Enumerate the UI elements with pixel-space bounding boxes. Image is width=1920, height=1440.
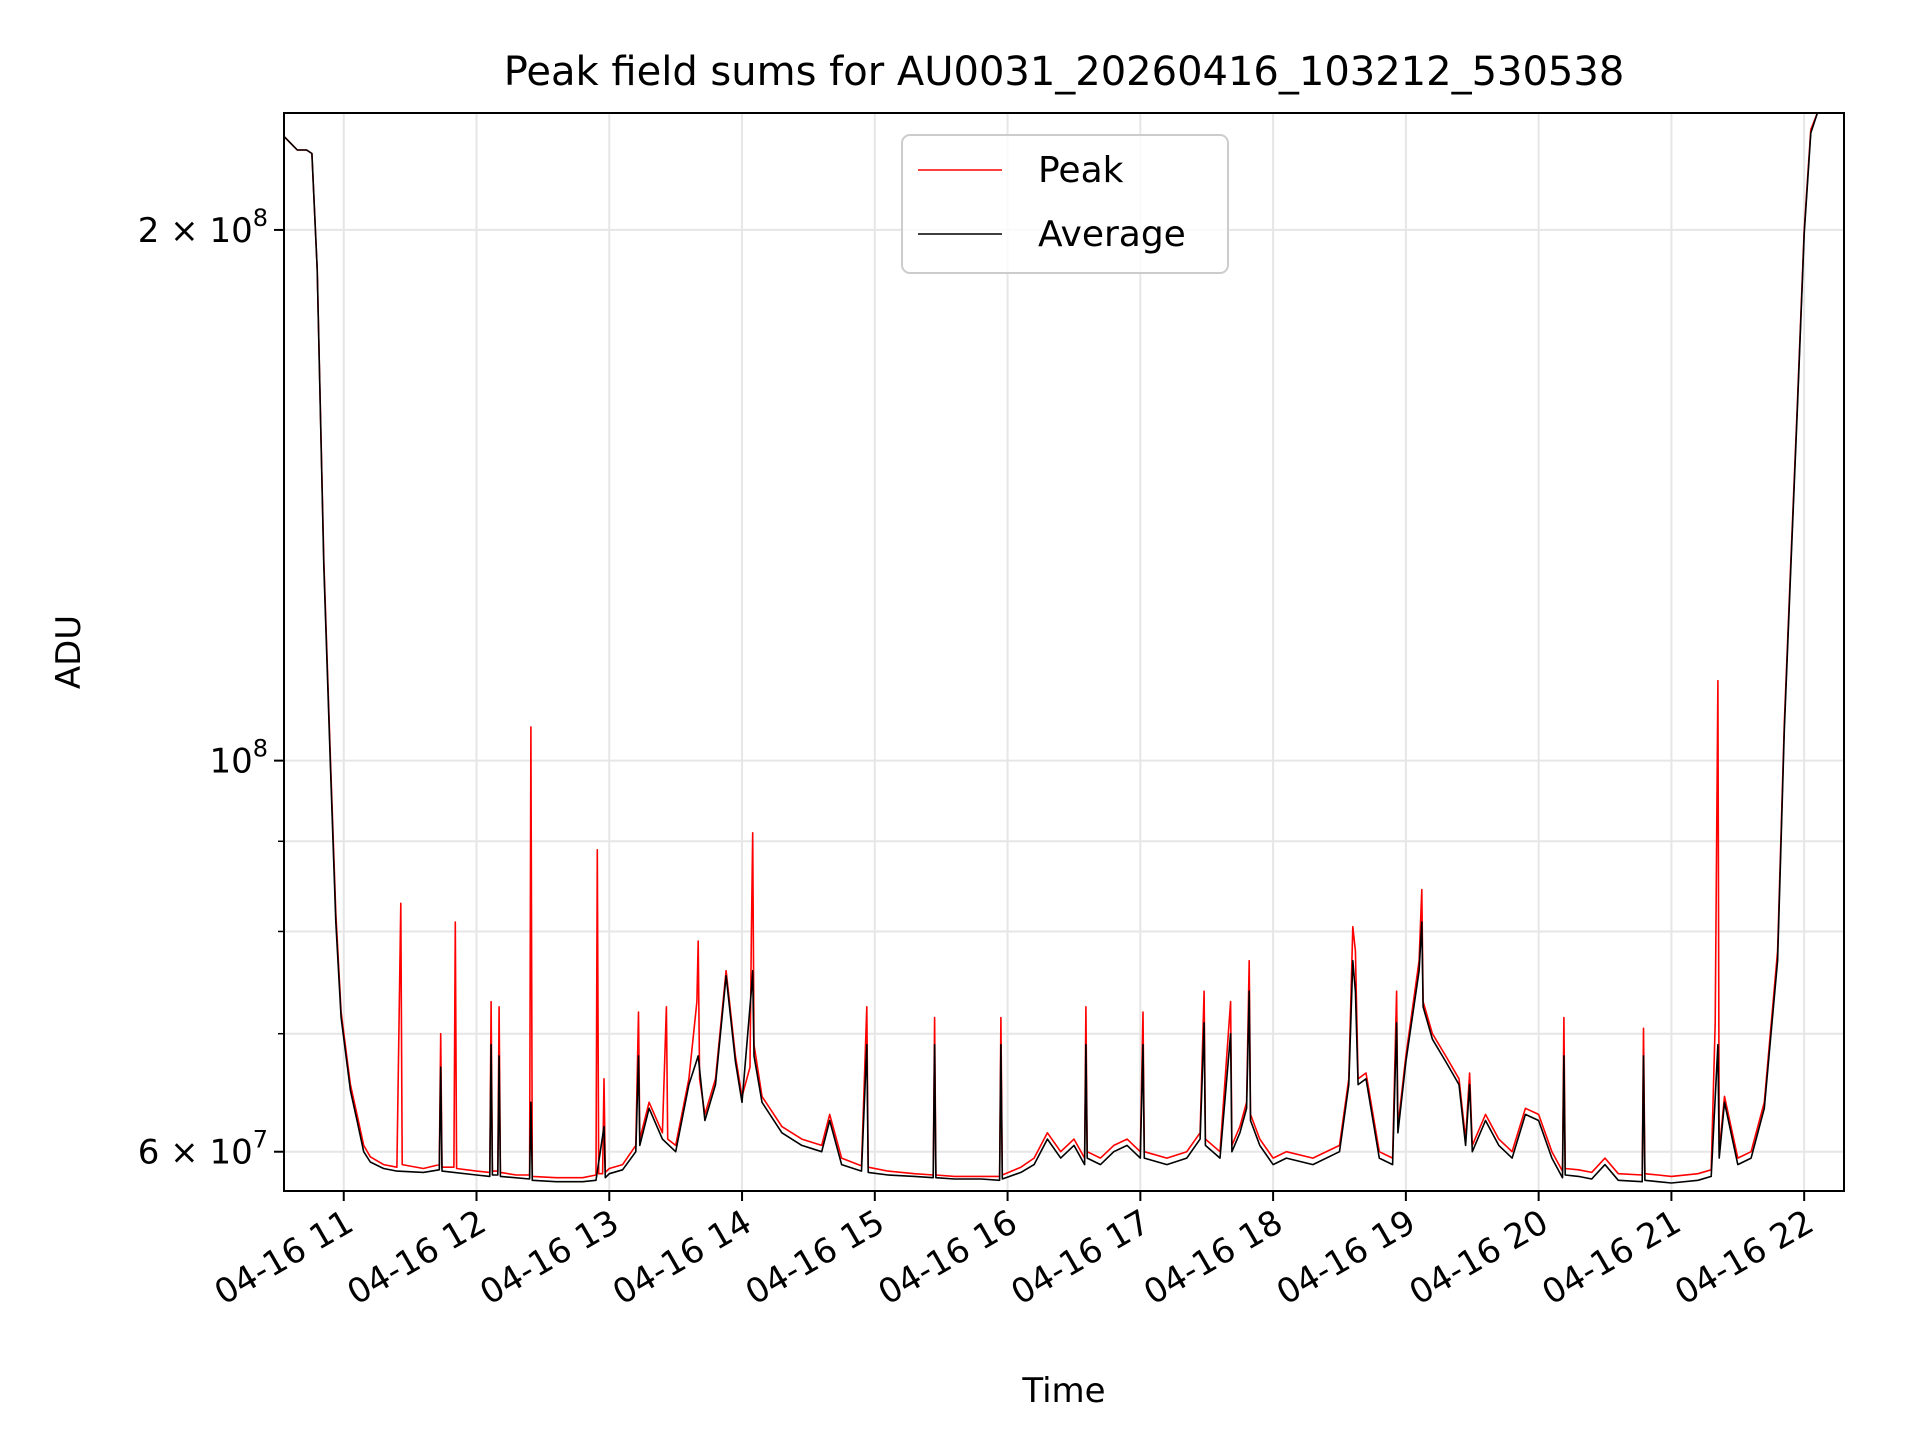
x-axis-label: Time [1021, 1371, 1105, 1411]
chart-title: Peak field sums for AU0031_20260416_1032… [504, 49, 1625, 95]
grid [284, 113, 1844, 1191]
series-line-average [284, 113, 1819, 1184]
plot-frame [283, 112, 1845, 1192]
legend-label-average: Average [1038, 214, 1186, 255]
y-tick-exponent: 7 [253, 1126, 268, 1154]
y-tick-base: 2 × 10 [138, 211, 253, 251]
y-tick-base: 10 [209, 742, 252, 782]
y-tick-label: 6 × 107 [138, 1126, 268, 1173]
legend-label-peak: Peak [1038, 150, 1124, 191]
y-tick-exponent: 8 [253, 735, 268, 763]
y-tick-label: 108 [209, 735, 268, 782]
legend: Peak Average [901, 134, 1229, 274]
y-tick-label: 2 × 108 [138, 204, 268, 251]
y-tick-base: 6 × 10 [138, 1133, 253, 1173]
y-axis-label: ADU [49, 615, 89, 689]
series-layer [284, 113, 1819, 1184]
y-tick-exponent: 8 [253, 204, 268, 232]
